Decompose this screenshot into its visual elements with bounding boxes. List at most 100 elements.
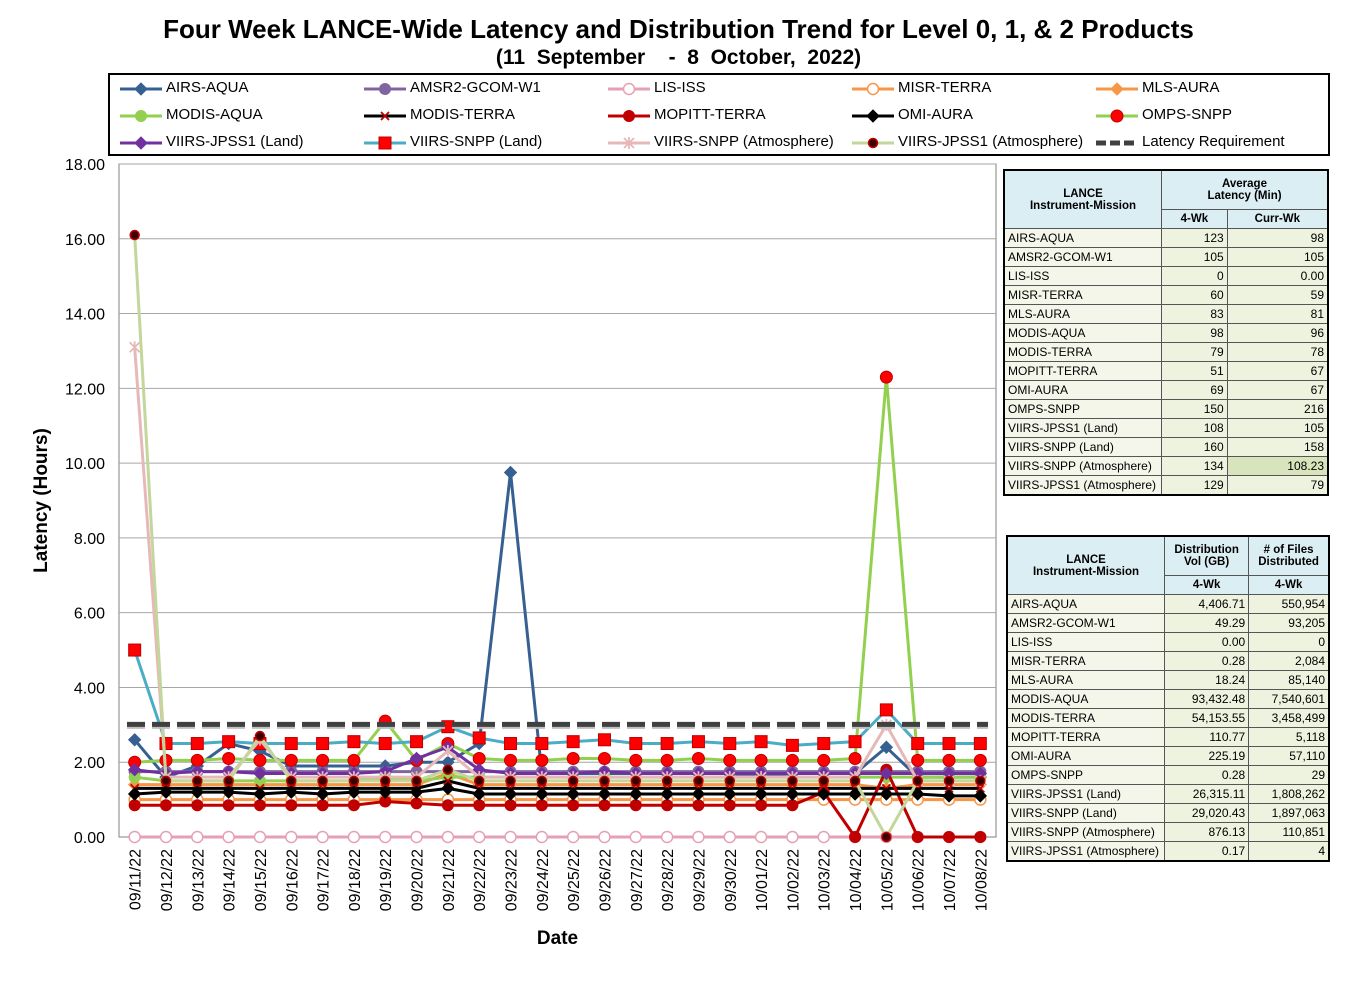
data-point bbox=[879, 766, 894, 781]
latency-table-row: VIIRS-JPSS1 (Land) 108 105 bbox=[1003, 418, 1329, 438]
data-point bbox=[443, 776, 453, 786]
legend-label: LIS-ISS bbox=[654, 79, 706, 96]
mission-name: MODIS-TERRA bbox=[1006, 708, 1165, 728]
data-point bbox=[975, 783, 985, 794]
latency-table-row: MODIS-TERRA 79 78 bbox=[1003, 342, 1329, 362]
data-point bbox=[691, 751, 705, 765]
series-line bbox=[134, 745, 981, 775]
data-point bbox=[284, 737, 298, 751]
data-point bbox=[191, 799, 204, 812]
distribution-table-row: OMI-AURA 225.19 57,110 bbox=[1006, 746, 1330, 766]
data-point bbox=[630, 775, 642, 787]
dist-table-header-vol: Distribution Vol (GB) bbox=[1163, 535, 1250, 576]
data-point bbox=[912, 775, 923, 787]
distribution-table-row: AIRS-AQUA 4,406.71 550,954 bbox=[1006, 594, 1330, 614]
data-point bbox=[441, 799, 454, 812]
files-distributed: 110,851 bbox=[1248, 822, 1330, 842]
latency-curr: 59 bbox=[1226, 285, 1329, 305]
x-tick-label: 09/23/22 bbox=[504, 849, 521, 911]
data-point bbox=[943, 831, 956, 843]
data-point bbox=[660, 830, 674, 844]
data-point bbox=[504, 753, 518, 767]
files-distributed: 85,140 bbox=[1248, 670, 1330, 690]
latency-curr: 158 bbox=[1226, 437, 1329, 457]
data-point bbox=[975, 775, 986, 787]
legend-swatch bbox=[608, 82, 650, 96]
latency-4wk: 69 bbox=[1161, 380, 1228, 400]
data-point bbox=[566, 787, 580, 801]
data-point bbox=[944, 783, 954, 794]
legend-swatch bbox=[852, 109, 894, 123]
legend-marker bbox=[866, 109, 880, 123]
distribution-table-row: MOPITT-TERRA 110.77 5,118 bbox=[1006, 727, 1330, 747]
dist-table-subheader-files: 4-Wk bbox=[1248, 575, 1330, 595]
legend-label: MODIS-TERRA bbox=[410, 106, 515, 123]
latency-curr: 81 bbox=[1226, 304, 1329, 324]
distribution-volume: 49.29 bbox=[1163, 613, 1250, 633]
latency-curr: 96 bbox=[1226, 323, 1329, 343]
latency-table-row: MOPITT-TERRA 51 67 bbox=[1003, 361, 1329, 381]
files-distributed: 7,540,601 bbox=[1248, 689, 1330, 709]
data-point bbox=[597, 733, 611, 747]
x-tick-label: 10/08/22 bbox=[973, 849, 990, 911]
data-point bbox=[786, 799, 799, 812]
legend-label: MISR-TERRA bbox=[898, 79, 992, 96]
mission-name: VIIRS-SNPP (Land) bbox=[1003, 437, 1162, 457]
x-tick-label: 09/25/22 bbox=[566, 849, 583, 911]
legend-label: VIIRS-SNPP (Atmosphere) bbox=[654, 133, 834, 150]
mission-name: MISR-TERRA bbox=[1003, 285, 1162, 305]
distribution-volume: 0.17 bbox=[1163, 841, 1250, 862]
latency-4wk: 105 bbox=[1161, 247, 1228, 267]
data-point bbox=[503, 787, 518, 801]
data-point bbox=[724, 775, 736, 787]
mission-name: MODIS-AQUA bbox=[1006, 689, 1165, 709]
x-tick-label: 09/22/22 bbox=[472, 849, 489, 911]
data-point bbox=[504, 830, 517, 844]
legend-label: VIIRS-JPSS1 (Atmosphere) bbox=[898, 133, 1084, 150]
latency-curr: 67 bbox=[1226, 361, 1329, 381]
latency-table-row: AMSR2-GCOM-W1 105 105 bbox=[1003, 247, 1329, 267]
data-point bbox=[973, 789, 988, 803]
data-point bbox=[128, 799, 141, 812]
legend-swatch bbox=[120, 82, 162, 96]
x-tick-label: 10/02/22 bbox=[785, 849, 802, 911]
data-point bbox=[504, 799, 517, 812]
mission-name: OMPS-SNPP bbox=[1006, 765, 1165, 785]
data-point bbox=[566, 830, 580, 844]
latency-curr: 108.23 bbox=[1226, 456, 1329, 476]
data-point bbox=[347, 799, 360, 812]
legend-marker bbox=[1110, 109, 1124, 123]
data-point bbox=[286, 775, 297, 787]
latency-4wk: 108 bbox=[1161, 418, 1228, 438]
x-tick-label: 09/27/22 bbox=[629, 849, 646, 911]
data-point bbox=[441, 830, 455, 844]
data-point bbox=[316, 799, 329, 812]
latency-table-row: OMI-AURA 69 67 bbox=[1003, 380, 1329, 400]
legend-swatch bbox=[120, 136, 162, 150]
data-point bbox=[410, 830, 423, 844]
legend-swatch bbox=[364, 111, 406, 121]
dist-table-header-files: # of Files Distributed bbox=[1248, 535, 1330, 576]
data-point bbox=[222, 799, 235, 812]
mission-name: VIIRS-SNPP (Land) bbox=[1006, 803, 1165, 823]
files-distributed: 29 bbox=[1248, 765, 1330, 785]
data-point bbox=[190, 737, 204, 751]
data-point bbox=[629, 737, 643, 751]
data-point bbox=[755, 799, 768, 812]
latency-4wk: 123 bbox=[1161, 228, 1228, 248]
distribution-volume: 110.77 bbox=[1163, 727, 1250, 747]
latency-4wk: 0 bbox=[1161, 266, 1228, 286]
data-point bbox=[409, 751, 424, 766]
data-point bbox=[754, 830, 768, 844]
mission-name: AMSR2-GCOM-W1 bbox=[1006, 613, 1165, 633]
data-point bbox=[660, 737, 674, 751]
data-point bbox=[348, 775, 360, 787]
distribution-table-row: LIS-ISS 0.00 0 bbox=[1006, 632, 1330, 652]
data-point bbox=[128, 643, 142, 657]
plot-area bbox=[118, 163, 997, 838]
series-line bbox=[133, 649, 981, 747]
data-point bbox=[129, 341, 141, 354]
legend-label: OMPS-SNPP bbox=[1142, 106, 1233, 123]
data-point bbox=[692, 799, 705, 812]
legend-label: MODIS-AQUA bbox=[166, 106, 263, 123]
